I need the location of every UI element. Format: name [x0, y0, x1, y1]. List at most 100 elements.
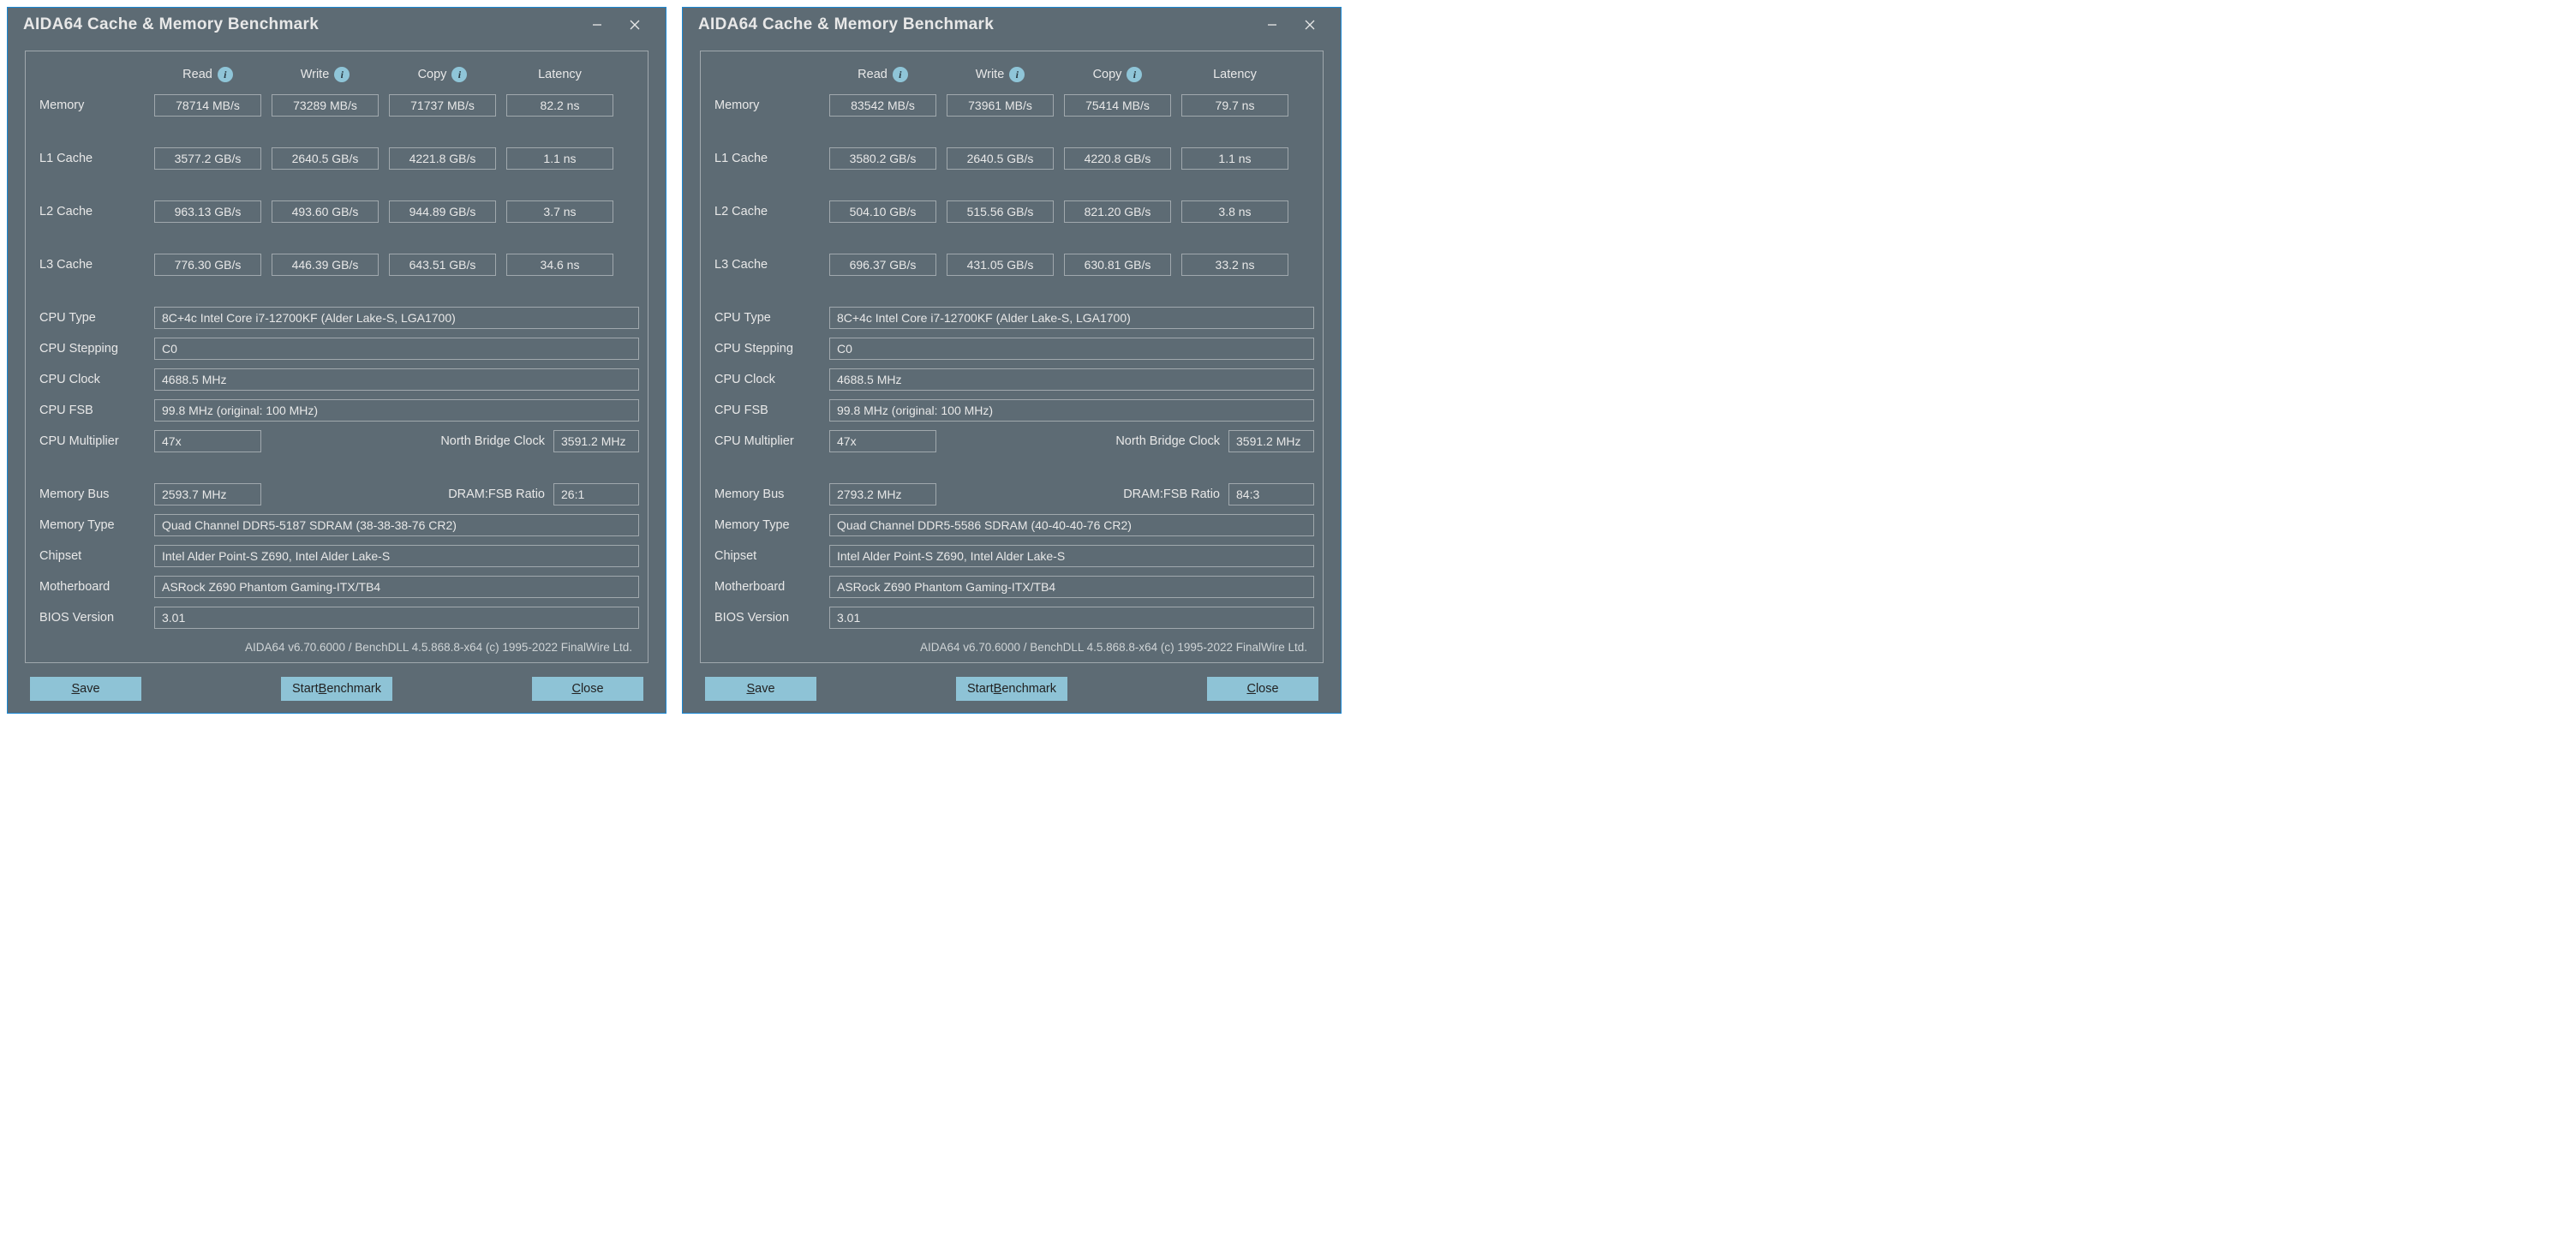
- bench-memory-read: 78714 MB/s: [154, 94, 261, 117]
- info-row-memory-bus: Memory Bus2793.2 MHzDRAM:FSB Ratio84:3: [709, 481, 1314, 507]
- header-read-label: Read: [182, 68, 212, 81]
- info-motherboard: ASRock Z690 Phantom Gaming-ITX/TB4: [154, 576, 639, 598]
- titlebar: AIDA64 Cache & Memory Benchmark: [8, 8, 666, 44]
- info-row-cpu-multiplier: CPU Multiplier47xNorth Bridge Clock3591.…: [34, 428, 639, 454]
- info-memory_type: Quad Channel DDR5-5586 SDRAM (40-40-40-7…: [829, 514, 1314, 536]
- info-nb_clock: 3591.2 MHz: [1228, 430, 1314, 452]
- info-icon[interactable]: i: [1009, 67, 1025, 82]
- start-benchmark-button[interactable]: Start Benchmark: [281, 677, 392, 701]
- info-icon[interactable]: i: [451, 67, 467, 82]
- info-row-memory_type: Memory TypeQuad Channel DDR5-5586 SDRAM …: [709, 512, 1314, 538]
- info-cpu_stepping: C0: [829, 338, 1314, 360]
- bench-l3-copy: 630.81 GB/s: [1064, 254, 1171, 276]
- header-copy-label: Copy: [418, 68, 447, 81]
- info-row-cpu-multiplier: CPU Multiplier47xNorth Bridge Clock3591.…: [709, 428, 1314, 454]
- info-cpu_clock: 4688.5 MHz: [829, 368, 1314, 391]
- bench-header-row: ReadiWriteiCopyiLatency: [34, 62, 639, 87]
- save-button[interactable]: Save: [30, 677, 141, 701]
- row-spacer: [709, 230, 1314, 247]
- bench-l3-latency: 34.6 ns: [506, 254, 613, 276]
- header-write-label: Write: [301, 68, 330, 81]
- section-spacer: [34, 283, 639, 300]
- info-row-memory_type: Memory TypeQuad Channel DDR5-5187 SDRAM …: [34, 512, 639, 538]
- bench-row-l2-label: L2 Cache: [34, 205, 144, 218]
- close-button[interactable]: Close: [532, 677, 643, 701]
- bench-row-l2-label: L2 Cache: [709, 205, 819, 218]
- info-cpu_clock-label: CPU Clock: [34, 373, 154, 386]
- bench-memory-write: 73961 MB/s: [947, 94, 1054, 117]
- bench-memory-latency: 79.7 ns: [1181, 94, 1288, 117]
- bench-row-l3-label: L3 Cache: [34, 258, 144, 272]
- info-icon[interactable]: i: [218, 67, 233, 82]
- bench-l1-latency: 1.1 ns: [506, 147, 613, 170]
- info-icon[interactable]: i: [334, 67, 350, 82]
- header-write: Writei: [947, 67, 1054, 82]
- header-read: Readi: [829, 67, 936, 82]
- minimize-icon[interactable]: [1253, 13, 1291, 37]
- info-row-chipset: ChipsetIntel Alder Point-S Z690, Intel A…: [709, 543, 1314, 569]
- bench-l3-write: 446.39 GB/s: [272, 254, 379, 276]
- save-button-accel: S: [71, 682, 80, 696]
- bench-row-l1-label: L1 Cache: [34, 152, 144, 165]
- header-write: Writei: [272, 67, 379, 82]
- info-row-cpu_type: CPU Type8C+4c Intel Core i7-12700KF (Ald…: [709, 305, 1314, 331]
- bench-l1-latency: 1.1 ns: [1181, 147, 1288, 170]
- info-dram_fsb_ratio-label: DRAM:FSB Ratio: [261, 487, 553, 501]
- header-write-label: Write: [976, 68, 1005, 81]
- info-cpu_multiplier-label: CPU Multiplier: [709, 434, 829, 448]
- benchmark-window: AIDA64 Cache & Memory BenchmarkReadiWrit…: [7, 7, 666, 714]
- header-latency-label: Latency: [1213, 68, 1257, 81]
- bench-row-memory: Memory78714 MB/s73289 MB/s71737 MB/s82.2…: [34, 93, 639, 118]
- bench-row-memory-label: Memory: [34, 99, 144, 112]
- button-row: Save Start Benchmark Close: [683, 677, 1341, 701]
- info-chipset-label: Chipset: [34, 549, 154, 563]
- info-cpu_type: 8C+4c Intel Core i7-12700KF (Alder Lake-…: [154, 307, 639, 329]
- info-cpu_stepping: C0: [154, 338, 639, 360]
- header-copy: Copyi: [389, 67, 496, 82]
- bench-l1-read: 3577.2 GB/s: [154, 147, 261, 170]
- save-button[interactable]: Save: [705, 677, 816, 701]
- info-bios: 3.01: [829, 607, 1314, 629]
- row-spacer: [709, 176, 1314, 194]
- close-icon[interactable]: [616, 13, 654, 37]
- bench-l3-read: 776.30 GB/s: [154, 254, 261, 276]
- section-spacer: [34, 459, 639, 476]
- info-chipset-label: Chipset: [709, 549, 829, 563]
- titlebar: AIDA64 Cache & Memory Benchmark: [683, 8, 1341, 44]
- start-benchmark-button-accel: B: [319, 682, 327, 696]
- save-button-accel: S: [746, 682, 755, 696]
- info-bios-label: BIOS Version: [34, 611, 154, 625]
- info-cpu_clock: 4688.5 MHz: [154, 368, 639, 391]
- close-icon[interactable]: [1291, 13, 1329, 37]
- bench-l3-read: 696.37 GB/s: [829, 254, 936, 276]
- info-memory_bus: 2793.2 MHz: [829, 483, 936, 505]
- info-dram_fsb_ratio-label: DRAM:FSB Ratio: [936, 487, 1228, 501]
- info-cpu_fsb-label: CPU FSB: [709, 404, 829, 417]
- info-motherboard-label: Motherboard: [709, 580, 829, 594]
- bench-l2-write: 515.56 GB/s: [947, 200, 1054, 223]
- close-button-accel: C: [1246, 682, 1255, 696]
- minimize-icon[interactable]: [578, 13, 616, 37]
- info-icon[interactable]: i: [1127, 67, 1142, 82]
- info-row-bios: BIOS Version3.01: [34, 605, 639, 631]
- row-spacer: [34, 123, 639, 141]
- section-spacer: [709, 459, 1314, 476]
- bench-l2-read: 963.13 GB/s: [154, 200, 261, 223]
- bench-row-l1: L1 Cache3577.2 GB/s2640.5 GB/s4221.8 GB/…: [34, 146, 639, 171]
- info-cpu_multiplier: 47x: [829, 430, 936, 452]
- info-row-motherboard: MotherboardASRock Z690 Phantom Gaming-IT…: [34, 574, 639, 600]
- info-row-bios: BIOS Version3.01: [709, 605, 1314, 631]
- button-row: Save Start Benchmark Close: [8, 677, 666, 701]
- info-chipset: Intel Alder Point-S Z690, Intel Alder La…: [829, 545, 1314, 567]
- info-row-motherboard: MotherboardASRock Z690 Phantom Gaming-IT…: [709, 574, 1314, 600]
- close-button[interactable]: Close: [1207, 677, 1318, 701]
- info-chipset: Intel Alder Point-S Z690, Intel Alder La…: [154, 545, 639, 567]
- info-icon[interactable]: i: [893, 67, 908, 82]
- info-cpu_multiplier: 47x: [154, 430, 261, 452]
- bench-row-l1: L1 Cache3580.2 GB/s2640.5 GB/s4220.8 GB/…: [709, 146, 1314, 171]
- window-title: AIDA64 Cache & Memory Benchmark: [23, 15, 578, 34]
- start-benchmark-button[interactable]: Start Benchmark: [956, 677, 1067, 701]
- start-benchmark-button-accel: B: [994, 682, 1002, 696]
- info-memory_bus: 2593.7 MHz: [154, 483, 261, 505]
- info-cpu_type-label: CPU Type: [34, 311, 154, 325]
